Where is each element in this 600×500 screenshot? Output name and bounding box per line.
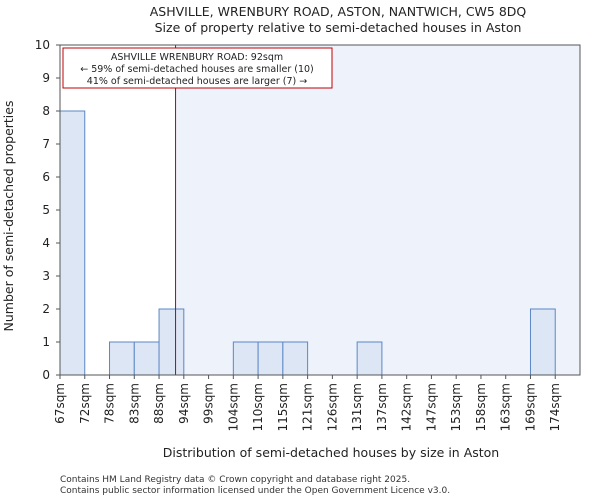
y-tick-label: 8 <box>42 104 50 118</box>
x-tick-label: 142sqm <box>400 383 414 431</box>
y-tick-label: 5 <box>42 203 50 217</box>
y-tick-label: 0 <box>42 368 50 382</box>
bar-131sqm <box>356 341 383 376</box>
annotation-box: ASHVILLE WRENBURY ROAD: 92sqm ← 59% of s… <box>62 47 333 89</box>
x-tick-label: 88sqm <box>152 383 166 424</box>
annotation-line-1: ASHVILLE WRENBURY ROAD: 92sqm <box>111 52 283 63</box>
annotation-frame <box>62 47 333 89</box>
chart-title: ASHVILLE, WRENBURY ROAD, ASTON, NANTWICH… <box>150 4 527 19</box>
x-tick-label: 137sqm <box>375 383 389 431</box>
x-tick-label: 72sqm <box>78 383 92 424</box>
x-tick-label: 126sqm <box>325 383 339 431</box>
x-tick-label: 174sqm <box>548 383 562 431</box>
bar-104sqm <box>232 341 259 376</box>
larger-region-shade <box>175 45 581 375</box>
x-tick-label: 104sqm <box>226 383 240 431</box>
y-tick-label: 7 <box>42 137 50 151</box>
y-tick-label: 9 <box>42 71 50 85</box>
y-tick-label: 3 <box>42 269 50 283</box>
plot-area <box>59 44 581 376</box>
x-axis-label: Distribution of semi-detached houses by … <box>163 445 499 460</box>
y-tick-label: 1 <box>42 335 50 349</box>
y-tick-label: 2 <box>42 302 50 316</box>
y-axis-label: Number of semi-detached properties <box>1 101 16 332</box>
footer-line-1: Contains HM Land Registry data © Crown c… <box>60 475 410 485</box>
bar-88sqm <box>158 308 185 376</box>
bar-115sqm <box>282 341 309 376</box>
bar-110sqm <box>257 341 284 376</box>
bar-78sqm <box>109 341 135 376</box>
footer-line-2: Contains public sector information licen… <box>60 486 450 496</box>
x-tick-label: 78sqm <box>103 383 117 424</box>
x-tick-label: 115sqm <box>276 383 290 431</box>
x-tick-label: 158sqm <box>474 383 488 431</box>
chart-subtitle: Size of property relative to semi-detach… <box>155 20 522 35</box>
x-tick-label: 83sqm <box>127 383 141 424</box>
x-tick-label: 163sqm <box>499 383 513 431</box>
x-tick-label: 94sqm <box>177 383 191 424</box>
bars-group <box>59 110 556 376</box>
bar-67sqm <box>59 110 86 376</box>
x-tick-label: 110sqm <box>251 383 265 431</box>
y-tick-label: 4 <box>42 236 50 250</box>
bar-169sqm <box>529 308 556 376</box>
x-tick-label: 99sqm <box>202 383 216 424</box>
annotation-line-2: ← 59% of semi-detached houses are smalle… <box>80 64 314 75</box>
x-tick-label: 131sqm <box>350 383 364 431</box>
x-tick-label: 147sqm <box>424 383 438 431</box>
y-axis-ticks: 0 1 2 3 4 5 6 7 8 9 10 <box>35 38 60 382</box>
bar-83sqm <box>133 341 160 376</box>
y-tick-label: 10 <box>35 38 50 52</box>
x-axis-ticks: 67sqm 72sqm 78sqm 83sqm 88sqm 94sqm 99sqm 104sq… <box>53 375 562 431</box>
x-tick-label: 67sqm <box>53 383 67 424</box>
x-tick-label: 153sqm <box>449 383 463 431</box>
x-tick-label: 169sqm <box>523 383 537 431</box>
y-tick-label: 6 <box>42 170 50 184</box>
annotation-line-3: 41% of semi-detached houses are larger (… <box>87 76 307 87</box>
x-tick-label: 121sqm <box>301 383 315 431</box>
